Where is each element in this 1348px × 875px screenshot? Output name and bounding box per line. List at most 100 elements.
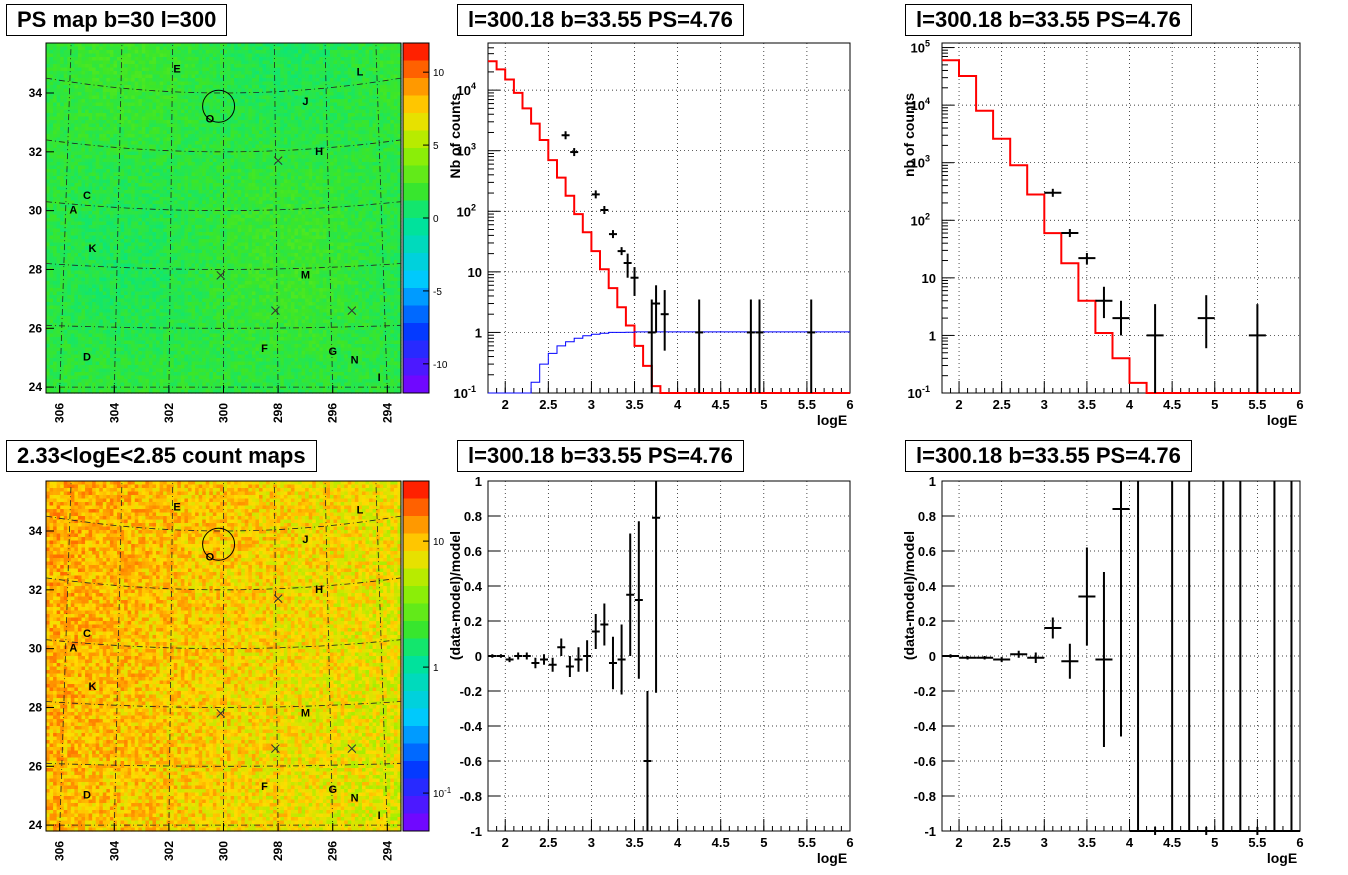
map-cell <box>145 124 149 128</box>
map-cell <box>192 120 196 124</box>
map-cell <box>181 208 185 212</box>
map-cell <box>85 159 89 163</box>
map-cell <box>167 316 171 320</box>
map-cell <box>209 372 213 376</box>
map-cell <box>110 306 114 310</box>
map-cell <box>96 43 100 47</box>
map-cell <box>117 309 121 313</box>
map-cell <box>209 75 213 79</box>
map-cell <box>167 173 171 177</box>
map-cell <box>96 71 100 75</box>
map-cell <box>110 57 114 61</box>
map-cell <box>71 166 75 170</box>
map-cell <box>135 250 139 254</box>
map-cell <box>184 57 188 61</box>
map-cell <box>117 194 121 198</box>
map-cell <box>199 274 203 278</box>
map-cell <box>103 127 107 131</box>
map-cell <box>96 82 100 86</box>
map-cell <box>156 386 160 390</box>
map-cell <box>142 257 146 261</box>
map-cell <box>160 50 164 54</box>
map-cell <box>57 278 61 282</box>
map-cell <box>135 190 139 194</box>
map-cell <box>199 131 203 135</box>
map-cell <box>163 75 167 79</box>
map-cell <box>188 225 192 229</box>
map-cell <box>60 155 64 159</box>
map-cell <box>188 113 192 117</box>
map-cell <box>195 246 199 250</box>
map-cell <box>199 197 203 201</box>
map-cell <box>85 208 89 212</box>
map-cell <box>209 323 213 327</box>
map-cell <box>206 386 210 390</box>
map-cell <box>138 253 142 257</box>
map-cell <box>85 292 89 296</box>
map-cell <box>50 75 54 79</box>
map-cell <box>74 351 78 355</box>
map-cell <box>106 141 110 145</box>
map-cell <box>135 152 139 156</box>
map-cell <box>184 124 188 128</box>
map-cell <box>96 110 100 114</box>
map-cell <box>106 341 110 345</box>
map-cell <box>216 334 220 338</box>
map-cell <box>96 89 100 93</box>
map-cell <box>113 166 117 170</box>
map-cell <box>53 85 57 89</box>
map-cell <box>156 302 160 306</box>
map-cell <box>92 348 96 352</box>
map-cell <box>206 162 210 166</box>
map-cell <box>202 292 206 296</box>
map-cell <box>110 257 114 261</box>
map-cell <box>160 327 164 331</box>
map-cell <box>160 334 164 338</box>
map-cell <box>202 355 206 359</box>
map-cell <box>99 306 103 310</box>
map-cell <box>57 117 61 121</box>
map-cell <box>78 148 82 152</box>
map-cell <box>96 47 100 51</box>
map-cell <box>216 225 220 229</box>
map-cell <box>213 50 217 54</box>
map-cell <box>46 124 50 128</box>
map-cell <box>145 278 149 282</box>
map-cell <box>64 327 68 331</box>
map-cell <box>60 82 64 86</box>
map-cell <box>216 337 220 341</box>
map-cell <box>106 253 110 257</box>
map-cell <box>195 141 199 145</box>
map-cell <box>99 316 103 320</box>
map-cell <box>163 85 167 89</box>
map-cell <box>106 113 110 117</box>
map-cell <box>50 225 54 229</box>
map-cell <box>163 117 167 121</box>
map-cell <box>57 243 61 247</box>
map-cell <box>213 211 217 215</box>
map-cell <box>57 355 61 359</box>
map-cell <box>138 257 142 261</box>
map-cell <box>199 113 203 117</box>
map-cell <box>89 274 93 278</box>
map-cell <box>46 376 50 380</box>
map-cell <box>131 197 135 201</box>
map-cell <box>184 201 188 205</box>
map-cell <box>121 127 125 131</box>
map-cell <box>181 386 185 390</box>
map-cell <box>160 190 164 194</box>
map-cell <box>160 372 164 376</box>
map-cell <box>96 187 100 191</box>
map-cell <box>206 309 210 313</box>
map-cell <box>71 134 75 138</box>
map-cell <box>163 292 167 296</box>
map-cell <box>53 99 57 103</box>
map-cell <box>202 187 206 191</box>
map-cell <box>149 43 153 47</box>
map-cell <box>74 152 78 156</box>
map-cell <box>96 152 100 156</box>
map-cell <box>92 113 96 117</box>
map-cell <box>199 218 203 222</box>
map-cell <box>121 383 125 387</box>
map-cell <box>184 229 188 233</box>
